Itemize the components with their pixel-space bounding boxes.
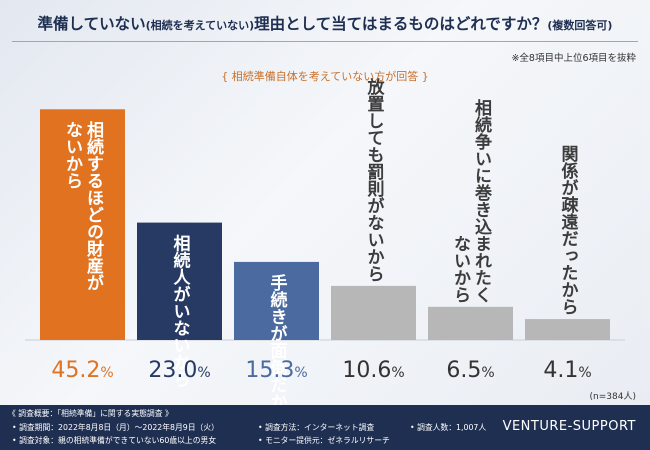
category-label: 手続きが面倒だから [267, 273, 289, 405]
category-label: 放置しても罰則がないから [364, 77, 386, 282]
category-label: 相続争いに巻き込まれたく [471, 98, 493, 303]
value-label: 4.1% [543, 358, 591, 383]
bar-2 [137, 222, 222, 340]
value-label: 6.5% [446, 358, 494, 383]
category-label: 相続するほどの財産が [83, 120, 105, 291]
bar-6 [525, 319, 610, 340]
bar-5 [428, 306, 513, 340]
category-label: 関係が疎遠だったから [558, 145, 579, 315]
monitor-provider: • モニター提供元：ゼネラルリサーチ [258, 436, 390, 445]
value-label: 10.6% [342, 358, 404, 383]
chart-subtitle: { 相続準備自体を考えていない方が回答 } [221, 70, 429, 83]
sample-size: (n=384人) [589, 392, 636, 402]
survey-overview: 《 調査概要：「相続準備」に関する実態調査 》 [8, 409, 173, 418]
title-divider [12, 41, 638, 42]
footer-panel: 《 調査概要：「相続準備」に関する実態調査 》 • 調査期間：2022年8月8日… [0, 405, 650, 450]
page-title: 準備していない(相続を考えていない)理由として当てはまるものはどれですか？(複数… [37, 15, 613, 33]
bar-3 [234, 261, 319, 340]
footnote: ※全8項目中上位6項目を抜粋 [511, 53, 636, 64]
value-label: 45.2% [51, 358, 113, 383]
survey-period: • 調査期間：2022年8月8日（月）〜2022年8月9日（火） [12, 423, 219, 432]
category-label: ないから [62, 121, 82, 189]
survey-method: • 調査方法：インターネット調査 [258, 423, 375, 432]
value-label: 15.3% [245, 358, 307, 383]
survey-count: • 調査人数：1,007人 [410, 423, 487, 432]
bar-1 [40, 109, 125, 341]
bar-4 [331, 285, 416, 340]
value-label: 23.0% [148, 358, 210, 383]
brand-logo-text: VENTURE-SUPPORT [502, 419, 636, 434]
category-label: 相続人がいないから [170, 234, 191, 388]
survey-target: • 調査対象：親の相続準備ができていない60歳以上の男女 [12, 436, 217, 445]
category-label: ないから [450, 235, 470, 303]
